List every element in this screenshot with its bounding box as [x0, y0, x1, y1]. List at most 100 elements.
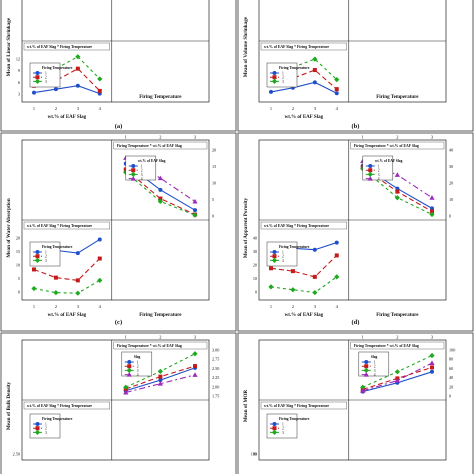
legend-title: Firing Temperature — [42, 66, 73, 70]
panel-a: Mean of Linear Shrinkage wt.% of EAF Slag… — [0, 0, 237, 132]
data-point — [334, 274, 340, 280]
data-point — [312, 247, 317, 252]
data-point — [429, 360, 435, 365]
y-tick-label-right: 2.75 — [212, 357, 219, 362]
x-axis-label-left: wt.% of EAF Slag — [48, 313, 87, 318]
legend-marker — [131, 168, 136, 173]
series-line — [33, 279, 101, 294]
y-tick-label-right: 30 — [449, 164, 453, 169]
subplot-title-box — [113, 341, 208, 350]
y-tick-label: 0 — [255, 290, 257, 295]
legend-label: 1 — [137, 360, 139, 364]
legend-marker — [272, 422, 277, 426]
panel-f: Mean of MOR wt.% of EAF Slag * Firing Tem… — [237, 332, 474, 474]
legend-marker — [272, 250, 277, 254]
data-point — [394, 369, 400, 375]
data-point — [158, 374, 163, 379]
legend-marker — [35, 250, 40, 254]
legend-box — [266, 62, 298, 88]
y-axis-label: Mean of Volume Shrinkage — [243, 16, 249, 77]
y-axis-label: Mean of Bulk Density — [6, 381, 12, 430]
data-point — [193, 364, 197, 369]
data-point — [32, 90, 36, 95]
legend-label: 2 — [45, 427, 47, 431]
data-point — [394, 378, 400, 383]
legend-box — [29, 62, 61, 88]
subplot-title-box — [23, 221, 110, 230]
y-tick-label: 20 — [253, 263, 257, 268]
data-point — [430, 206, 434, 211]
legend-label: 3 — [282, 431, 284, 435]
x-tick-label-top: 3 — [194, 135, 197, 140]
panel-caption: (d) — [352, 319, 360, 326]
legend-marker — [126, 367, 132, 373]
x-tick-label: 3 — [77, 106, 80, 111]
data-point — [157, 381, 163, 386]
data-point — [75, 278, 80, 283]
legend-marker — [126, 372, 132, 377]
legend-label: 4 — [137, 373, 139, 377]
y-tick-label-right: 80 — [449, 357, 453, 362]
x-tick-label-top: 2 — [396, 335, 398, 340]
legend-label: 1 — [378, 164, 380, 168]
data-point — [429, 352, 435, 359]
y-tick-label-right: 2.50 — [212, 366, 219, 371]
data-point — [395, 189, 400, 194]
legend-label: 1 — [141, 164, 143, 168]
data-point — [334, 91, 339, 96]
data-point — [312, 56, 318, 62]
legend-label: 1 — [282, 71, 284, 75]
data-point — [430, 369, 434, 374]
data-point — [75, 251, 80, 256]
legend-label: 1 — [45, 250, 47, 254]
y-tick-label-right: 2.00 — [212, 384, 219, 389]
panel-d: Mean of Apparent Porosity wt.% of EAF Sla… — [237, 132, 474, 332]
data-point — [334, 77, 340, 83]
data-point — [75, 66, 80, 71]
subplot-title-lower-left: wt.% of EAF Slag * Firing Temperature — [264, 404, 329, 408]
legend-label: 3 — [141, 173, 143, 177]
subplot-title-lower-left: wt.% of EAF Slag * Firing Temperature — [264, 224, 329, 228]
legend-marker — [271, 429, 278, 435]
subplot-title-upper-right: Firing Temperature * wt.% of EAF Slag — [117, 344, 182, 348]
subplot-title-box — [260, 221, 347, 230]
x-tick-label-top: 1 — [362, 335, 364, 340]
y-tick-label-right: 60 — [449, 366, 453, 371]
legend-label: 1 — [282, 250, 284, 254]
data-point — [157, 368, 163, 374]
legend-marker — [272, 75, 277, 80]
panel-caption: (b) — [352, 123, 360, 130]
subplot-title-lower-left: wt.% of EAF Slag * Firing Temperature — [264, 45, 329, 49]
x-axis-label-right: Firing Temperature — [139, 95, 182, 100]
legend-marker — [271, 78, 278, 84]
data-point — [53, 87, 58, 92]
panel-b: Mean of Volume Shrinkage wt.% of EAF Slag… — [237, 0, 474, 132]
data-point — [268, 284, 274, 290]
legend-title: Firing Temperature — [279, 66, 310, 70]
data-point — [75, 290, 81, 296]
x-axis-label-right: Firing Temperature — [376, 313, 419, 318]
legend-title: Firing Temperature — [279, 417, 310, 421]
x-tick-label: 1 — [33, 304, 35, 309]
legend-marker — [127, 364, 132, 369]
legend-label: 3 — [45, 431, 47, 435]
y-tick-label-right: 5 — [212, 197, 214, 202]
y-tick-label: 12 — [16, 57, 20, 62]
y-tick-label-right: 20 — [449, 384, 453, 389]
data-point — [269, 89, 273, 94]
data-point — [334, 240, 339, 245]
legend-title: Firing Temperature — [279, 245, 310, 249]
y-axis-label: Mean of Apparent Porosity — [243, 198, 249, 259]
legend-marker — [34, 78, 41, 84]
x-tick-label: 2 — [292, 106, 294, 111]
y-tick-label-right: 3.00 — [212, 348, 219, 353]
y-tick-label: 6 — [18, 80, 20, 85]
y-tick-label-right: 20 — [449, 181, 453, 186]
data-point — [53, 275, 58, 280]
y-tick-label: 3 — [18, 92, 20, 97]
data-point — [360, 388, 366, 393]
data-point — [429, 195, 435, 200]
panel-c: Mean of Water Absorption wt.% of EAF Slag… — [0, 132, 237, 332]
y-axis-label: Mean of Water Absorption — [6, 198, 12, 257]
legend-label: 2 — [141, 169, 143, 173]
